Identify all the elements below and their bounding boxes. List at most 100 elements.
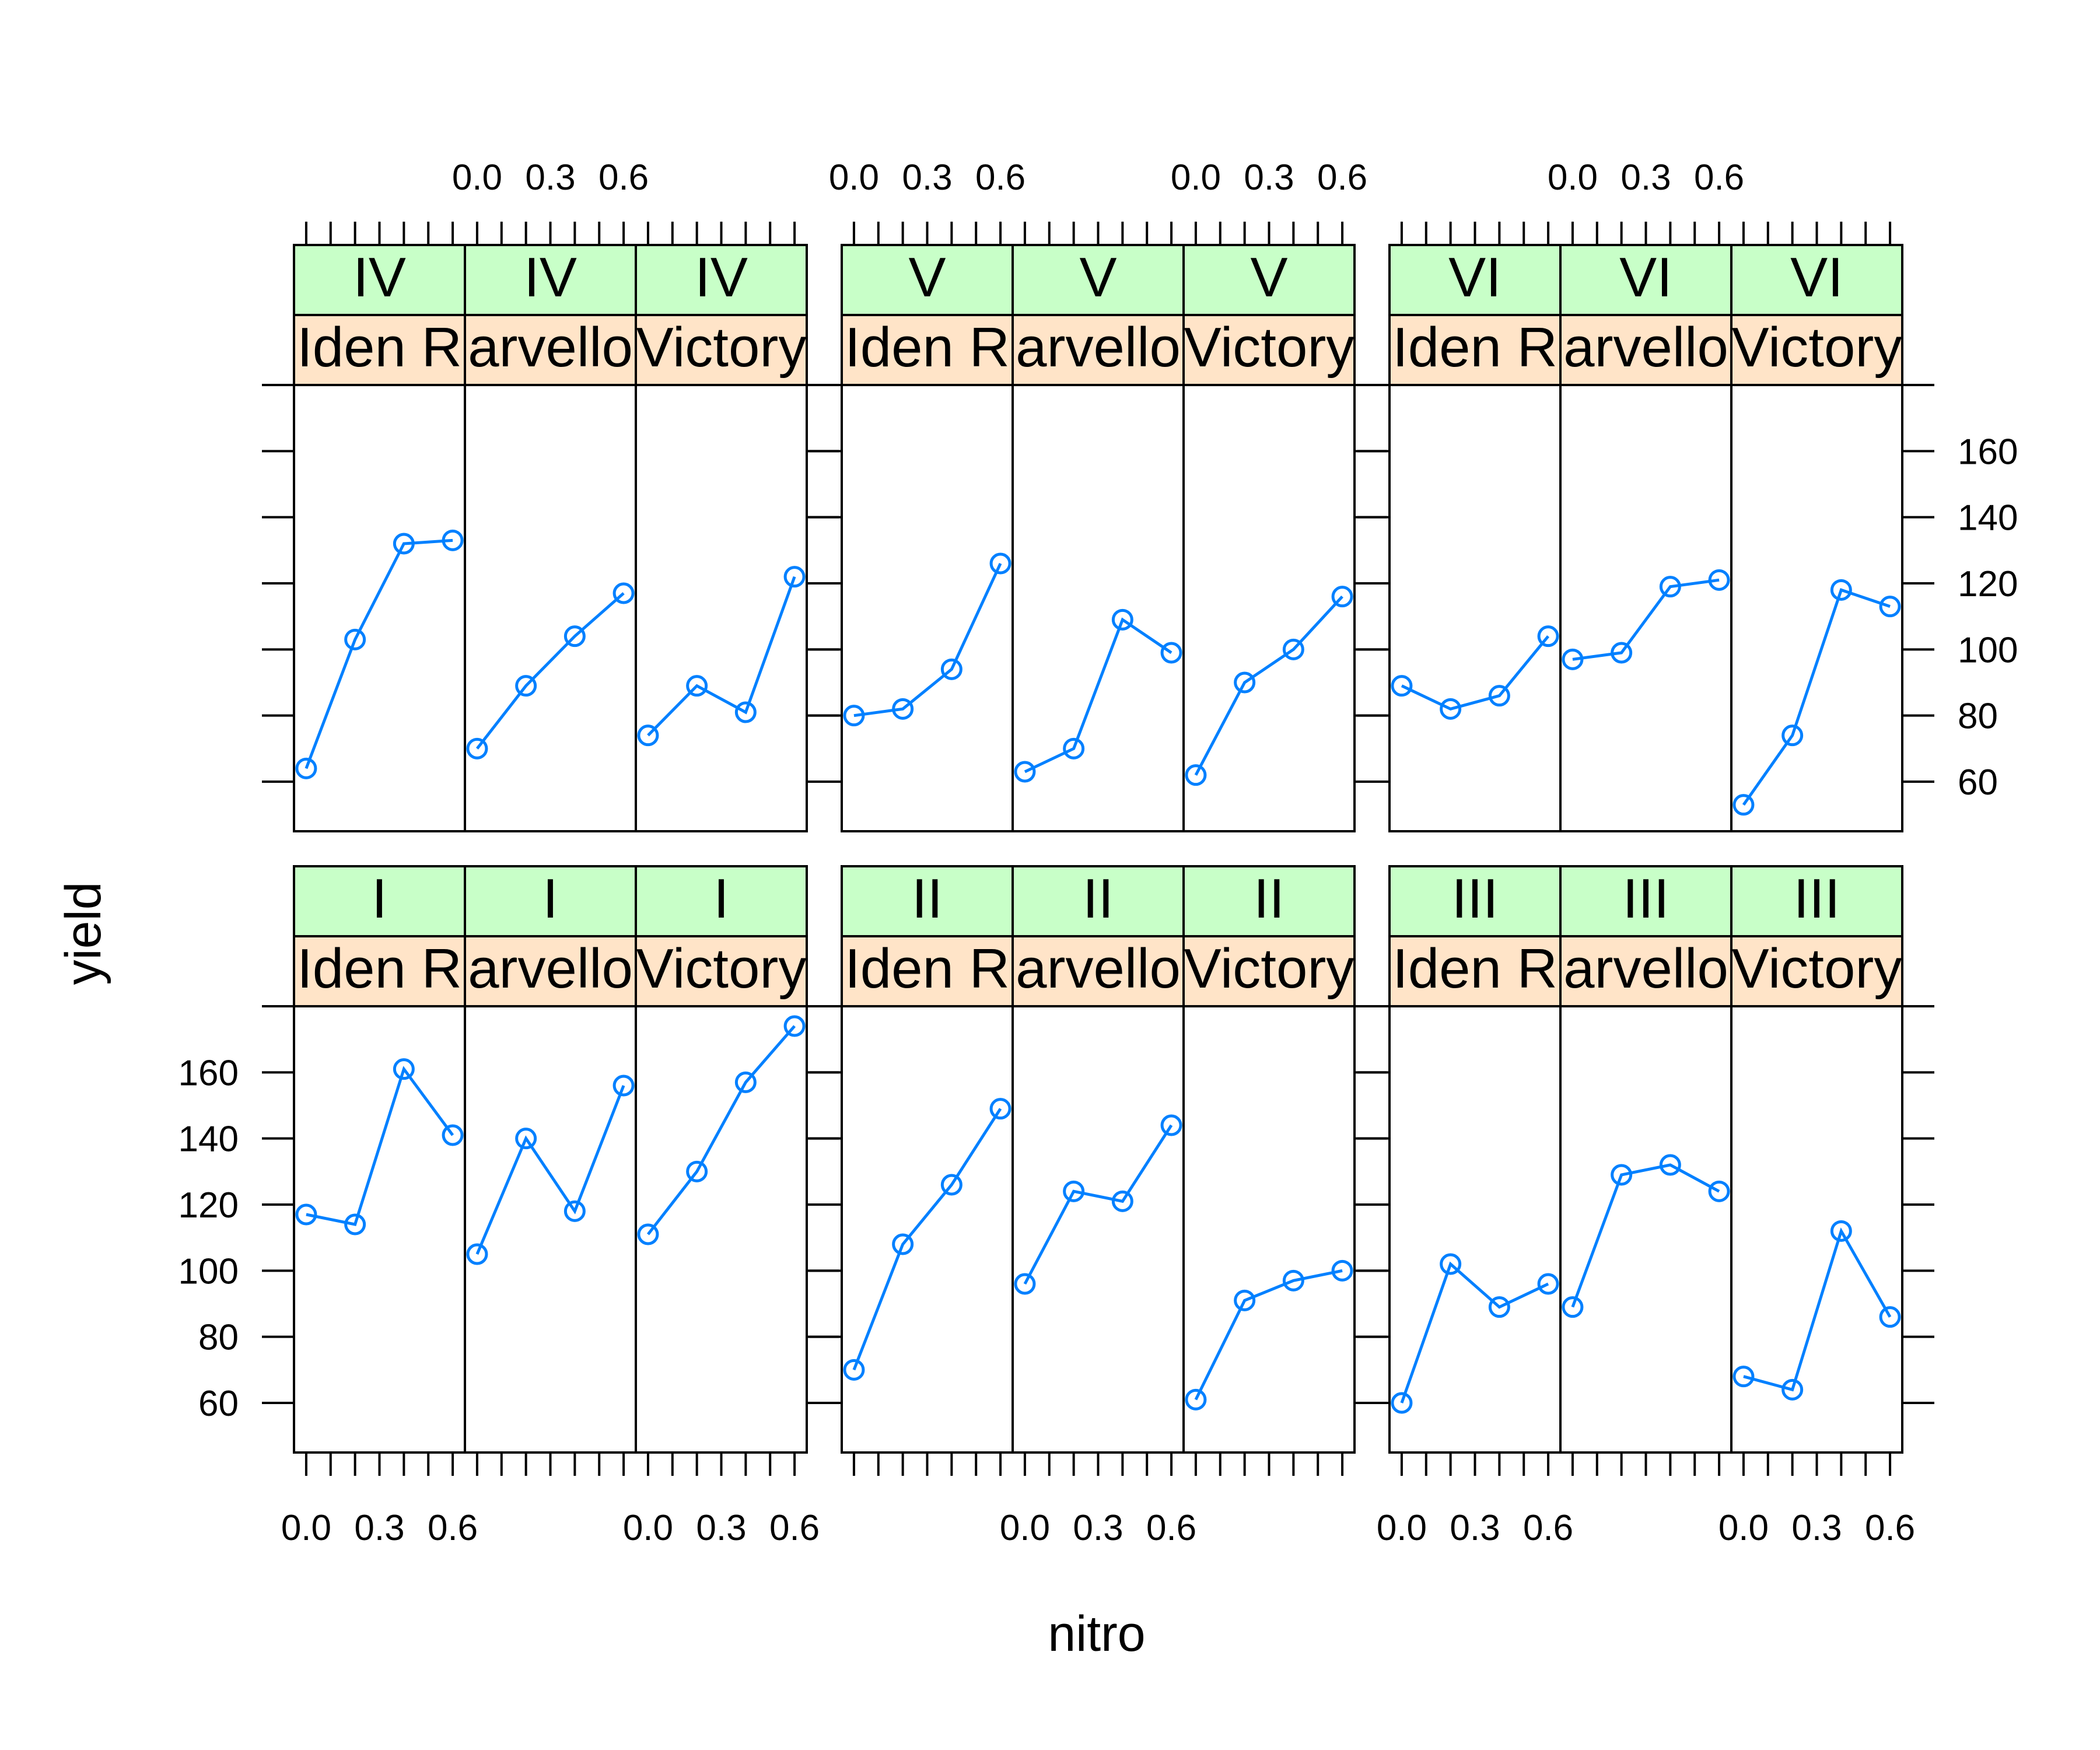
- y-axis-title: yield: [55, 882, 111, 985]
- x-tick-label: 0.0: [281, 1508, 331, 1548]
- panel-III-Victory: III Victory: [1730, 865, 1903, 1454]
- variety-strip-label: Iden R: [297, 937, 462, 1000]
- block-strip: [1182, 865, 1356, 937]
- data-point: [1063, 737, 1085, 760]
- variety-strip-label: arvello: [1016, 937, 1181, 1000]
- panel-frame: [1182, 1005, 1356, 1454]
- variety-strip: [635, 935, 808, 1007]
- data-point: [783, 566, 806, 588]
- variety-strip: [1730, 314, 1903, 386]
- variety-strip: [841, 935, 1014, 1007]
- panel-frame: [1559, 1005, 1732, 1454]
- data-point: [637, 1223, 659, 1245]
- data-point: [1331, 586, 1353, 608]
- panel-frame: [1730, 384, 1903, 832]
- block-strip-label: III: [1451, 867, 1498, 930]
- series-line: [1401, 635, 1550, 710]
- x-tick-label: 0.0: [1718, 1508, 1769, 1548]
- block-strip-label: VI: [1790, 246, 1843, 309]
- data-point: [940, 658, 963, 680]
- block-strip-label: III: [1622, 867, 1669, 930]
- block-strip: [841, 865, 1014, 937]
- y-tick-label: 60: [1958, 762, 1998, 803]
- variety-strip-label: arvello: [1016, 316, 1181, 379]
- variety-strip: [1730, 935, 1903, 1007]
- y-tick-label: 100: [178, 1251, 239, 1292]
- panel-frame: [1388, 384, 1562, 832]
- x-tick-label: 0.3: [525, 158, 575, 198]
- block-strip: [1730, 865, 1903, 937]
- x-tick-label: 0.6: [975, 158, 1026, 198]
- data-point: [295, 757, 317, 779]
- panel-III-Iden-R: III Iden R: [1388, 865, 1562, 1454]
- panel-frame: [293, 1005, 466, 1454]
- block-strip: [464, 244, 637, 316]
- y-tick-label: 60: [198, 1384, 239, 1424]
- variety-strip-label: arvello: [1563, 316, 1728, 379]
- panel-III-arvello: III arvello: [1559, 865, 1732, 1454]
- x-tick-label: 0.0: [1548, 158, 1598, 198]
- strip-labels: VI Iden R: [1392, 246, 1558, 379]
- data-point: [612, 1074, 635, 1097]
- block-strip-label: V: [908, 246, 946, 309]
- data-point: [1732, 1366, 1755, 1388]
- x-tick-label: 0.3: [1791, 1508, 1842, 1548]
- data-point: [1782, 1378, 1804, 1401]
- block-strip-label: IV: [524, 246, 577, 309]
- x-tick-label: 0.3: [902, 158, 952, 198]
- x-tick-label: 0.6: [769, 1508, 820, 1548]
- data-point: [1331, 1259, 1353, 1282]
- data-point: [783, 1015, 806, 1037]
- strip-labels: I Iden R: [297, 867, 462, 1000]
- strip-labels: IV Victory: [636, 246, 807, 379]
- data-point: [892, 1233, 914, 1255]
- x-tick-label: 0.0: [1000, 1508, 1050, 1548]
- y-tick-label: 120: [1958, 564, 2018, 604]
- x-tick-label: 0.3: [1073, 1508, 1123, 1548]
- block-strip: [1012, 865, 1185, 937]
- block-strip-label: V: [1079, 246, 1116, 309]
- data-point: [1611, 1164, 1633, 1186]
- block-strip-label: II: [912, 867, 943, 930]
- series-line: [1194, 595, 1343, 776]
- series-line: [1572, 578, 1720, 661]
- series-line: [647, 576, 796, 737]
- variety-strip-label: Iden R: [297, 316, 462, 379]
- x-tick-label: 0.6: [1865, 1508, 1915, 1548]
- data-point: [1111, 608, 1133, 631]
- panel-IV-arvello: IV arvello: [464, 244, 637, 832]
- y-tick-label: 160: [1958, 432, 2018, 472]
- data-point: [564, 625, 586, 648]
- series-line: [1743, 1227, 1892, 1392]
- data-point: [612, 582, 635, 604]
- variety-strip-label: Victory: [1184, 316, 1354, 379]
- series-line: [475, 592, 625, 750]
- data-point: [1391, 1392, 1413, 1414]
- panel-I-Iden-R: I Iden R: [293, 865, 466, 1454]
- data-point: [1830, 579, 1852, 601]
- panel-frame: [464, 384, 637, 832]
- series-line: [1400, 1261, 1549, 1404]
- strip-labels: IV arvello: [468, 246, 633, 379]
- x-tick-label: 0.6: [428, 1508, 478, 1548]
- data-point: [1659, 1154, 1681, 1176]
- strip-labels: III Iden R: [1392, 867, 1558, 1000]
- x-tick-label: 0.3: [1450, 1508, 1500, 1548]
- panel-II-Victory: II Victory: [1182, 865, 1356, 1454]
- y-tick-label: 160: [178, 1053, 239, 1093]
- data-point: [1782, 724, 1804, 747]
- strip-labels: V Iden R: [845, 246, 1010, 379]
- y-tick-label: 140: [1958, 498, 2018, 538]
- panel-II-arvello: II arvello: [1012, 865, 1185, 1454]
- panel-frame: [635, 1005, 808, 1454]
- block-strip-label: I: [372, 867, 387, 930]
- block-strip-label: II: [1254, 867, 1284, 930]
- variety-strip-label: arvello: [468, 316, 633, 379]
- data-point: [1562, 1296, 1584, 1318]
- data-point: [344, 1213, 366, 1236]
- data-point: [515, 1128, 537, 1150]
